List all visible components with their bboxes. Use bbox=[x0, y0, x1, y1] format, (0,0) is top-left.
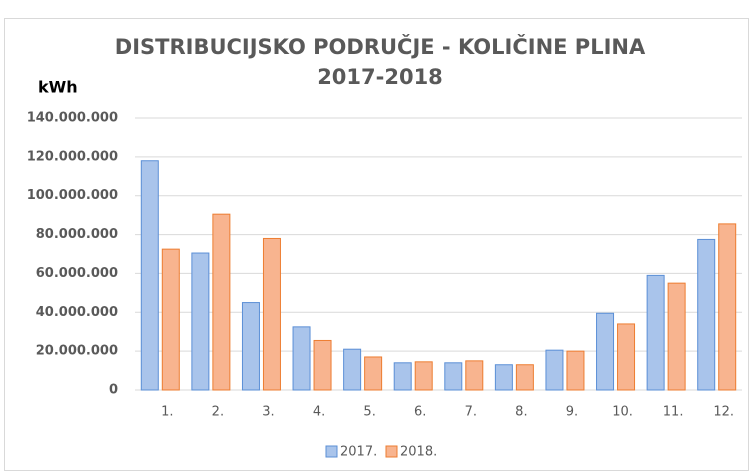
bar bbox=[161, 248, 180, 391]
x-tick-label: 1. bbox=[161, 405, 173, 420]
x-tick-label: 8. bbox=[515, 405, 527, 420]
bar bbox=[718, 223, 737, 391]
x-tick-label: 3. bbox=[262, 405, 274, 420]
x-tick-label: 9. bbox=[566, 405, 578, 420]
y-tick-label: 80.000.000 bbox=[36, 227, 118, 242]
bar bbox=[646, 274, 665, 391]
bar bbox=[262, 237, 281, 391]
bar bbox=[596, 312, 615, 391]
bar bbox=[364, 356, 383, 391]
x-tick-label: 7. bbox=[465, 405, 477, 420]
x-tick-label: 5. bbox=[363, 405, 375, 420]
bar bbox=[667, 282, 686, 391]
bar bbox=[617, 323, 636, 391]
bar bbox=[313, 339, 332, 391]
bar bbox=[444, 362, 463, 391]
y-tick-label: 140.000.000 bbox=[27, 111, 118, 126]
bar bbox=[465, 360, 484, 391]
legend-swatch bbox=[385, 445, 398, 458]
bar bbox=[515, 364, 534, 391]
y-tick-label: 100.000.000 bbox=[27, 188, 118, 203]
x-tick-label: 2. bbox=[212, 405, 224, 420]
chart-border bbox=[4, 18, 749, 471]
y-tick-label: 0 bbox=[109, 383, 118, 398]
x-tick-label: 4. bbox=[313, 405, 325, 420]
chart-title: 2017-2018 bbox=[317, 65, 443, 89]
bar bbox=[566, 350, 585, 391]
y-tick-label: 20.000.000 bbox=[36, 344, 118, 359]
y-tick-label: 40.000.000 bbox=[36, 305, 118, 320]
bar bbox=[343, 348, 362, 391]
y-tick-label: 120.000.000 bbox=[27, 149, 118, 164]
legend-swatch bbox=[325, 445, 338, 458]
bar bbox=[140, 160, 159, 391]
x-tick-label: 10. bbox=[612, 405, 633, 420]
legend-label: 2018. bbox=[400, 445, 437, 460]
bar bbox=[393, 362, 412, 391]
bar bbox=[414, 361, 433, 391]
bar bbox=[697, 238, 716, 391]
bar bbox=[545, 349, 564, 391]
y-axis-label: kWh bbox=[38, 78, 78, 97]
bar bbox=[191, 252, 210, 391]
y-tick-label: 60.000.000 bbox=[36, 266, 118, 281]
bar bbox=[292, 326, 311, 391]
bar bbox=[241, 302, 260, 391]
legend-label: 2017. bbox=[340, 445, 377, 460]
bar bbox=[494, 364, 513, 391]
x-tick-label: 6. bbox=[414, 405, 426, 420]
x-tick-label: 11. bbox=[663, 405, 684, 420]
x-tick-label: 12. bbox=[713, 405, 734, 420]
chart-title: DISTRIBUCIJSKO PODRUČJE - KOLIČINE PLINA bbox=[115, 34, 646, 59]
bar bbox=[212, 213, 231, 391]
